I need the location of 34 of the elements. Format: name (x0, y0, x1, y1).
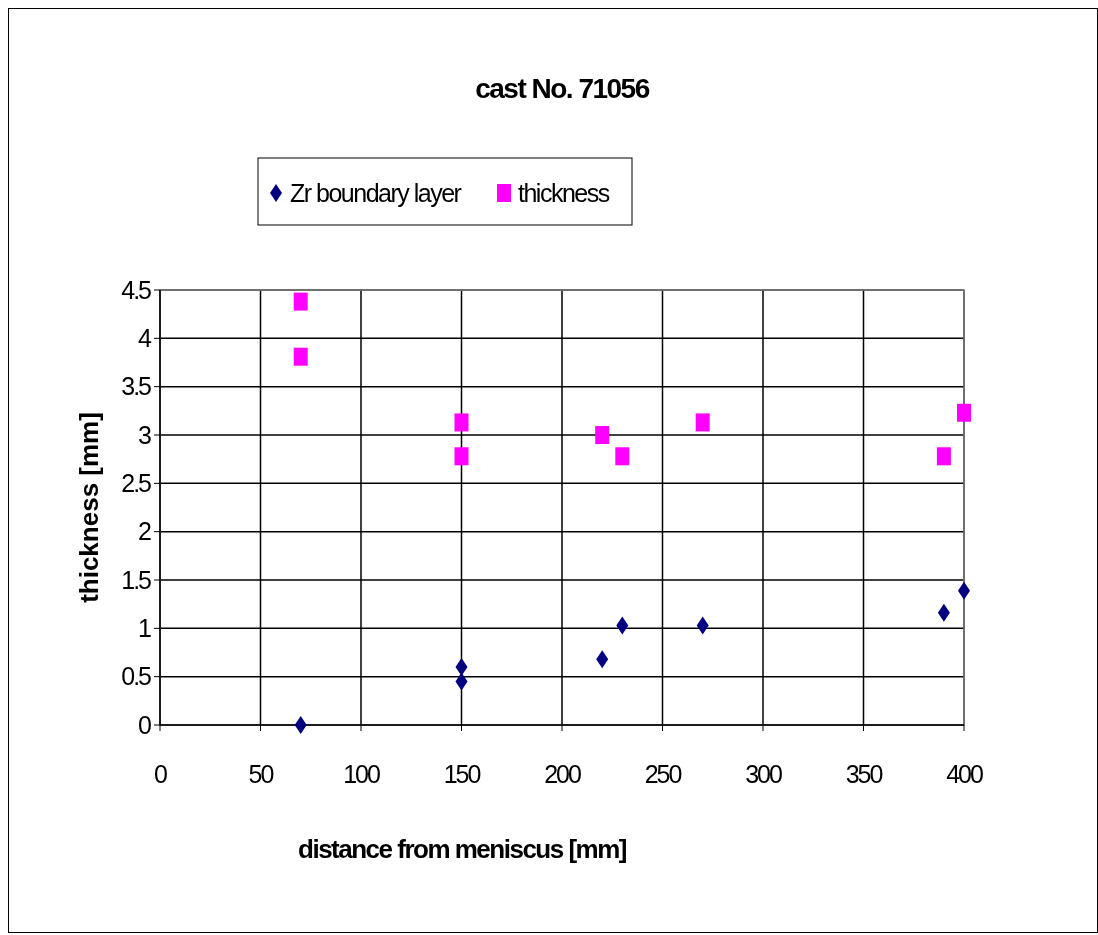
y-tick-label: 2.5 (121, 469, 152, 498)
x-tick-label: 400 (946, 760, 983, 788)
point (294, 716, 307, 734)
x-axis-title: distance from meniscus [mm] (298, 834, 627, 864)
point (615, 447, 630, 466)
point (695, 413, 710, 432)
x-tick-label: 100 (343, 760, 380, 788)
legend-label: Zr boundary layer (290, 178, 462, 207)
point (455, 658, 468, 676)
x-tick-label: 250 (644, 760, 682, 788)
y-tick-label: 2 (138, 517, 152, 546)
chart-title: cast No. 71056 (475, 73, 650, 104)
y-tick-label: 4 (138, 324, 153, 353)
y-tick-label: 3 (138, 420, 152, 449)
y-tick-label: 1 (138, 614, 152, 643)
point (936, 447, 951, 466)
y-tick-label: 0.5 (121, 662, 152, 691)
legend-label: thickness (518, 178, 610, 207)
x-tick-label: 50 (248, 760, 274, 788)
y-axis-title: thickness [mm] (74, 412, 104, 603)
point (595, 426, 610, 444)
y-tick-label: 1.5 (121, 565, 152, 594)
point (454, 413, 469, 432)
point (454, 447, 469, 466)
x-tick-label: 200 (544, 760, 581, 788)
y-tick-label: 4.5 (121, 275, 152, 304)
point (293, 292, 308, 311)
x-tick-label: 150 (443, 760, 481, 788)
x-tick-label: 350 (845, 760, 883, 788)
point (293, 347, 308, 366)
x-tick-label: 300 (745, 760, 782, 788)
point (957, 403, 971, 422)
y-tick-label: 0 (138, 710, 152, 739)
y-tick-label: 3.5 (121, 372, 152, 401)
